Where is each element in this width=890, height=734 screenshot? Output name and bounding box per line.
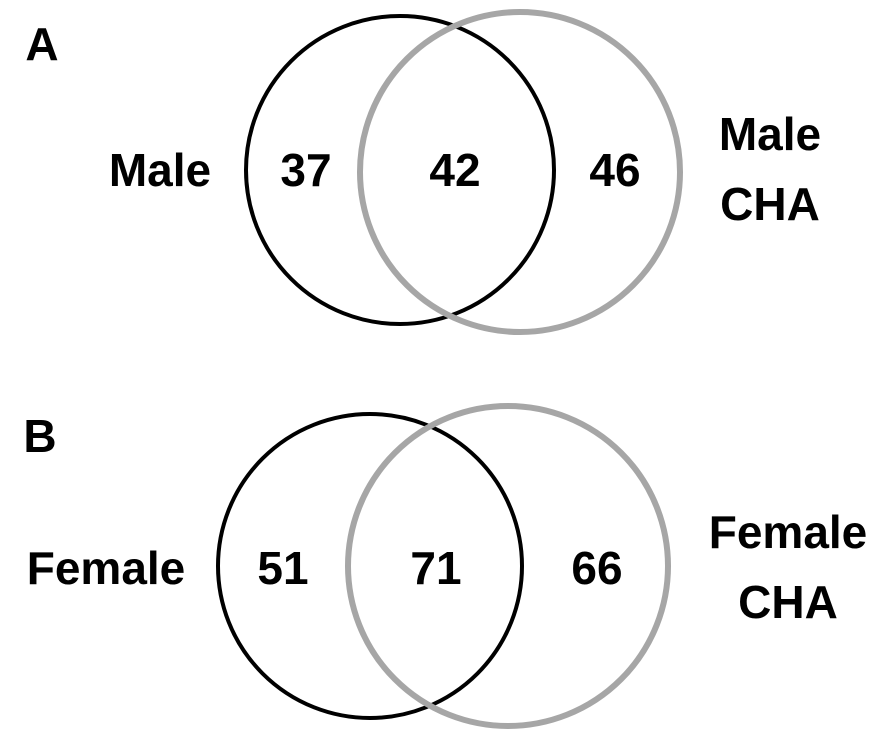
right-only-count: 46: [589, 144, 640, 196]
right-set-name: CHA: [738, 576, 838, 628]
left-only-count: 37: [280, 144, 331, 196]
right-set-name: CHA: [720, 178, 820, 230]
right-set-name: Male: [719, 108, 821, 160]
overlap-count: 42: [429, 144, 480, 196]
left-circle: [216, 412, 524, 720]
left-circle: [244, 14, 556, 326]
left-only-count: 51: [257, 542, 308, 594]
right-only-count: 66: [571, 542, 622, 594]
overlap-count: 71: [410, 542, 461, 594]
right-circle: [357, 9, 683, 335]
right-circle: [345, 403, 671, 729]
right-set-name: Female: [709, 506, 868, 558]
panel-a: A Male 37 42 46 Male CHA: [25, 9, 821, 335]
panel-label: A: [25, 18, 58, 70]
left-set-name: Female: [27, 542, 186, 594]
panel-b: B Female 51 71 66 Female CHA: [23, 403, 868, 729]
panel-label: B: [23, 410, 56, 462]
left-set-name: Male: [109, 144, 211, 196]
